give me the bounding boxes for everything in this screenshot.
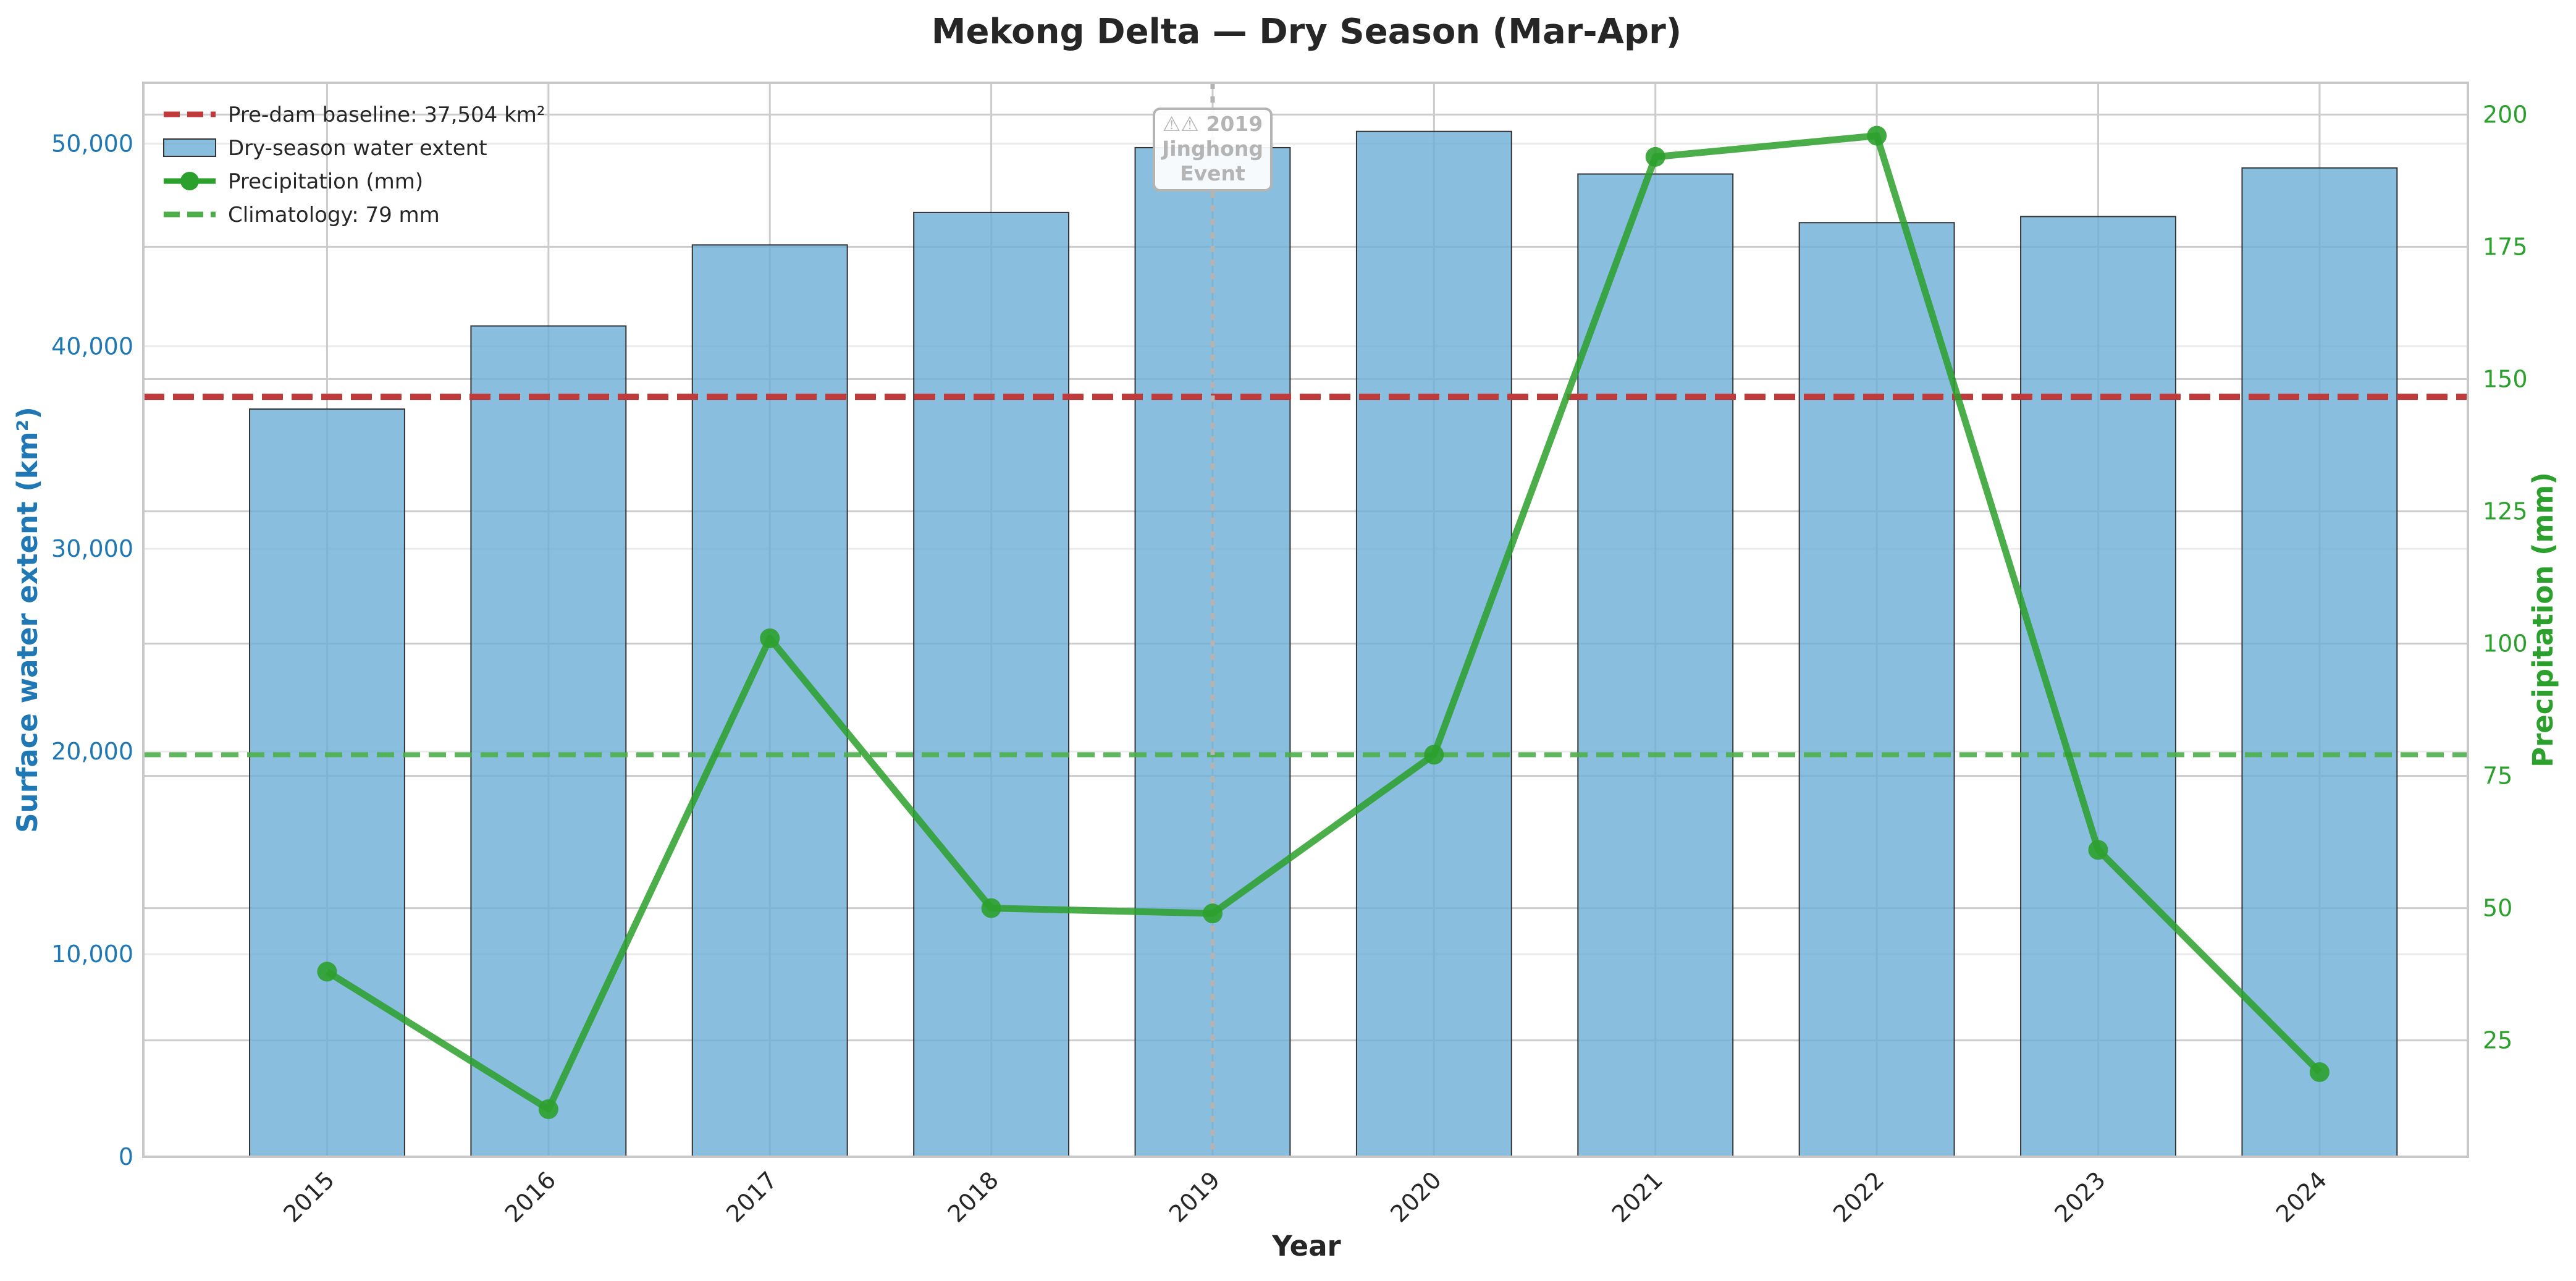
x-tick-label: 2015 xyxy=(278,1166,340,1228)
x-tick-label: 2017 xyxy=(721,1166,783,1228)
y2-axis-label: Precipitation (mm) xyxy=(2527,472,2559,767)
legend-handle xyxy=(163,138,216,157)
bar xyxy=(1355,130,1512,1157)
right-tick-label: 25 xyxy=(2483,1027,2512,1054)
bar xyxy=(1577,173,1734,1157)
legend-label: Climatology: 79 mm xyxy=(228,203,440,227)
right-tick-label: 175 xyxy=(2483,233,2528,260)
left-tick-label: 0 xyxy=(119,1143,133,1170)
event-annotation-text: ⚠⚠ 2019 xyxy=(1163,112,1263,136)
chart-title: Mekong Delta — Dry Season (Mar-Apr) xyxy=(932,12,1682,52)
plot-frame xyxy=(142,82,2469,1158)
left-tick-label: 50,000 xyxy=(51,130,133,157)
x-tick-label: 2022 xyxy=(1828,1166,1890,1228)
x-tick-label: 2019 xyxy=(1164,1166,1226,1228)
precipitation-point xyxy=(2088,840,2108,860)
right-tick-label: 75 xyxy=(2483,763,2512,790)
bar xyxy=(913,211,1070,1157)
bar xyxy=(2020,216,2176,1157)
precipitation-point xyxy=(1867,125,1887,146)
legend: Pre-dam baseline: 37,504 km² Dry-season w… xyxy=(163,103,545,227)
left-tick-label: 10,000 xyxy=(51,941,133,968)
right-tick-label: 50 xyxy=(2483,895,2512,922)
bar xyxy=(2241,167,2398,1158)
x-tick-label: 2023 xyxy=(2049,1166,2111,1228)
legend-label: Dry-season water extent xyxy=(228,136,487,161)
precipitation-point xyxy=(538,1099,558,1119)
event-annotation-text: Jinghong xyxy=(1161,137,1263,161)
x-tick-label: 2020 xyxy=(1385,1166,1447,1228)
right-axis-ticks: 25 50 75 100 125 150 175 200 xyxy=(2483,101,2528,1054)
x-axis-ticks: 2015 2016 2017 2018 2019 2020 2021 2022 2023 2024 xyxy=(278,1166,2332,1228)
legend-handle-marker xyxy=(180,172,199,190)
event-annotation-box xyxy=(1152,108,1273,192)
legend-label: Precipitation (mm) xyxy=(228,169,423,194)
right-tick-label: 125 xyxy=(2483,497,2528,525)
x-tick-label: 2021 xyxy=(1607,1166,1669,1228)
y-axis-label: Surface water extent (km²) xyxy=(11,407,44,833)
right-tick-label: 200 xyxy=(2483,101,2528,128)
left-tick-label: 40,000 xyxy=(51,332,133,360)
bar xyxy=(1134,146,1291,1158)
bar xyxy=(1798,222,1955,1157)
precipitation-polyline xyxy=(325,132,2322,1113)
precipitation-point xyxy=(1202,903,1223,924)
bar xyxy=(470,325,627,1158)
bar xyxy=(249,408,405,1157)
legend-label: Pre-dam baseline: 37,504 km² xyxy=(228,103,545,127)
event-annotation-text: Event xyxy=(1180,161,1245,185)
x-axis-label: Year xyxy=(1271,1230,1341,1262)
x-tick-label: 2018 xyxy=(942,1166,1004,1228)
precipitation-point xyxy=(1645,146,1665,167)
right-tick-label: 100 xyxy=(2483,630,2528,657)
left-tick-label: 30,000 xyxy=(51,535,133,562)
x-tick-label: 2024 xyxy=(2271,1166,2333,1228)
left-tick-label: 20,000 xyxy=(51,738,133,765)
precipitation-point xyxy=(760,628,780,648)
left-axis-ticks: 0 10,000 20,000 30,000 40,000 50,000 xyxy=(51,130,133,1170)
precipitation-point xyxy=(981,898,1001,918)
precipitation-point xyxy=(1424,745,1444,765)
precipitation-line xyxy=(317,125,2330,1119)
x-tick-label: 2016 xyxy=(500,1166,562,1228)
precipitation-point xyxy=(317,962,337,982)
reference-lines xyxy=(143,394,2468,758)
precipitation-point xyxy=(2309,1062,2330,1083)
right-tick-label: 150 xyxy=(2483,365,2528,392)
bars xyxy=(249,130,2398,1158)
